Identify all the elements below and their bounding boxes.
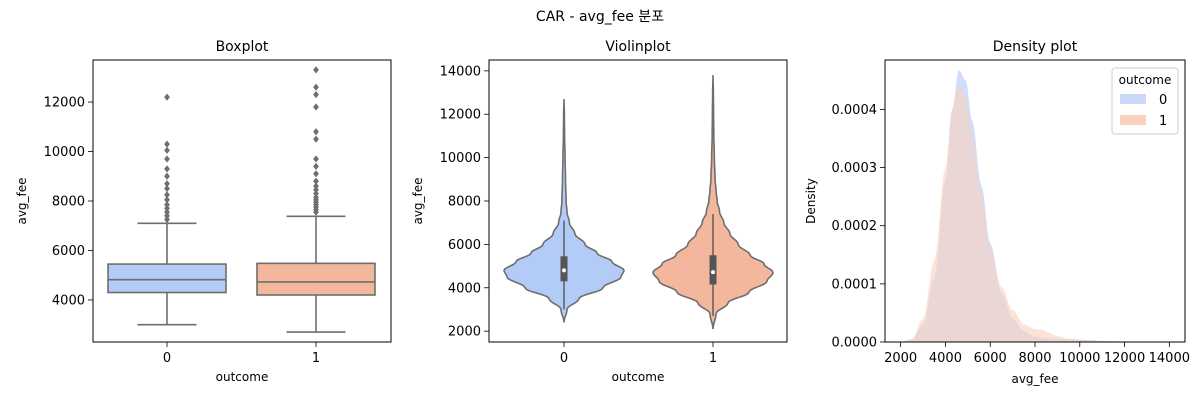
violinplot-ylabel: avg_fee: [411, 177, 425, 224]
violin-0-body: [503, 99, 625, 323]
density-xtick-label-1: 4000: [929, 351, 962, 366]
boxplot-xtick-label-1: 1: [312, 351, 320, 366]
density-frame: [884, 59, 1186, 343]
density-xtick-label-6: 14000: [1149, 351, 1190, 366]
box-0-outlier-0: [164, 215, 170, 224]
legend-label-0: 0: [1159, 93, 1167, 108]
density-marks: [900, 69, 1170, 342]
violin-0-median-dot: [562, 268, 566, 273]
box-1-outlier-16: [313, 103, 319, 111]
box-1-outlier-8: [313, 186, 319, 194]
boxplot-ytick-label-0: 4000: [52, 293, 85, 308]
violinplot-ytick-label-2: 6000: [448, 238, 481, 253]
density-area-1: [900, 83, 1170, 342]
violinplot-panel: Violinplot 2000 4000 6000 8000 10000 12000 140…: [411, 39, 788, 384]
boxplot-ytick-label-4: 12000: [44, 96, 85, 111]
density-xtick-label-4: 10000: [1059, 351, 1100, 366]
violinplot-axes: 2000 4000 6000 8000 10000 12000 14000 0 1: [440, 64, 718, 366]
violinplot-marks: [503, 75, 774, 330]
boxplot-ytick-label-3: 10000: [44, 145, 85, 160]
violin-1-median-dot: [711, 270, 715, 275]
boxplot-panel: Boxplot 4000 6000 8000 10000 12000 0 1 outcome…: [15, 39, 392, 384]
legend-title: outcome: [1119, 73, 1172, 87]
density-title: Density plot: [993, 39, 1078, 55]
legend-label-1: 1: [1159, 114, 1167, 129]
violinplot-ytick-label-6: 14000: [440, 64, 481, 79]
box-0-outlier-8: [164, 180, 170, 188]
box-1-outlier-12: [313, 162, 319, 170]
box-0-outlier-12: [164, 146, 170, 154]
density-panel: Density plot 2000 4000 6000 8000 10000 12000 1…: [804, 39, 1190, 386]
box-0-outlier-1: [164, 212, 170, 220]
box-1-outlier-11: [313, 170, 319, 178]
box-1-outlier-15: [313, 128, 319, 136]
violinplot-ytick-label-0: 2000: [448, 325, 481, 340]
boxplot-title: Boxplot: [216, 39, 269, 55]
boxplot-xlabel: outcome: [216, 370, 269, 384]
box-0-outlier-9: [164, 172, 170, 180]
violinplot-title: Violinplot: [605, 39, 671, 55]
boxplot-frame: [92, 59, 392, 343]
box-1-outlier-7: [313, 189, 319, 198]
violinplot-ytick-label-3: 8000: [448, 195, 481, 210]
violinplot-xlabel: outcome: [612, 370, 665, 384]
boxplot-xtick-label-0: 0: [163, 351, 171, 366]
box-0-outlier-13: [164, 140, 170, 148]
violin-1-body: [652, 75, 774, 330]
density-axes: 2000 4000 6000 8000 10000 12000 14000 0.0000 0.0…: [832, 103, 1191, 366]
box-0-outlier-2: [164, 208, 170, 216]
density-ytick-label-0: 0.0000: [832, 336, 878, 351]
legend-swatch-0: [1120, 94, 1146, 104]
box-1-outlier-17: [313, 91, 319, 99]
density-xtick-label-2: 6000: [974, 351, 1007, 366]
violinplot-xtick-label-1: 1: [709, 351, 717, 366]
violinplot-ytick-label-1: 4000: [448, 281, 481, 296]
density-ytick-label-3: 0.0003: [832, 161, 878, 176]
legend-swatch-1: [1120, 115, 1146, 125]
boxplot-ytick-label-1: 6000: [52, 244, 85, 259]
density-xtick-label-0: 2000: [884, 351, 917, 366]
violinplot-ytick-label-4: 10000: [440, 151, 481, 166]
density-xlabel: avg_fee: [1011, 372, 1058, 386]
figure-suptitle: CAR - avg_fee 분포: [536, 9, 664, 25]
boxplot-ylabel: avg_fee: [15, 177, 29, 224]
density-ytick-label-4: 0.0004: [832, 103, 878, 118]
violinplot-ytick-label-5: 12000: [440, 108, 481, 123]
box-1-outlier-19: [313, 66, 319, 74]
density-xtick-label-3: 8000: [1018, 351, 1051, 366]
boxplot-ytick-label-2: 8000: [52, 195, 85, 210]
box-0-outlier-11: [164, 155, 170, 163]
box-1-outlier-18: [313, 83, 319, 91]
box-0-outlier-4: [164, 201, 170, 209]
violinplot-xtick-label-0: 0: [560, 351, 568, 366]
density-legend: outcome 0 1: [1111, 67, 1179, 135]
box-0-outlier-6: [164, 191, 170, 199]
density-ytick-label-2: 0.0002: [832, 219, 878, 234]
box-1-outlier-6: [313, 193, 319, 201]
box-0-outlier-5: [164, 196, 170, 204]
violin-1-iqr-bar: [709, 255, 717, 285]
boxplot-marks: [107, 66, 376, 333]
box-1-outlier-13: [313, 155, 319, 163]
box-0-outlier-14: [164, 93, 170, 101]
box-1-outlier-10: [313, 177, 319, 185]
box-1-outlier-14: [313, 135, 319, 143]
box-0-outlier-7: [164, 185, 170, 193]
box-0-iqr: [107, 263, 227, 294]
density-ytick-label-1: 0.0001: [832, 277, 878, 292]
box-0-outlier-3: [164, 204, 170, 213]
density-xtick-label-5: 12000: [1104, 351, 1145, 366]
violinplot-frame: [488, 59, 788, 343]
density-ylabel: Density: [804, 178, 818, 224]
boxplot-axes: 4000 6000 8000 10000 12000 0 1: [44, 96, 321, 366]
box-0-outlier-10: [164, 165, 170, 173]
box-1-iqr: [256, 262, 376, 296]
box-1-outlier-9: [313, 182, 319, 190]
